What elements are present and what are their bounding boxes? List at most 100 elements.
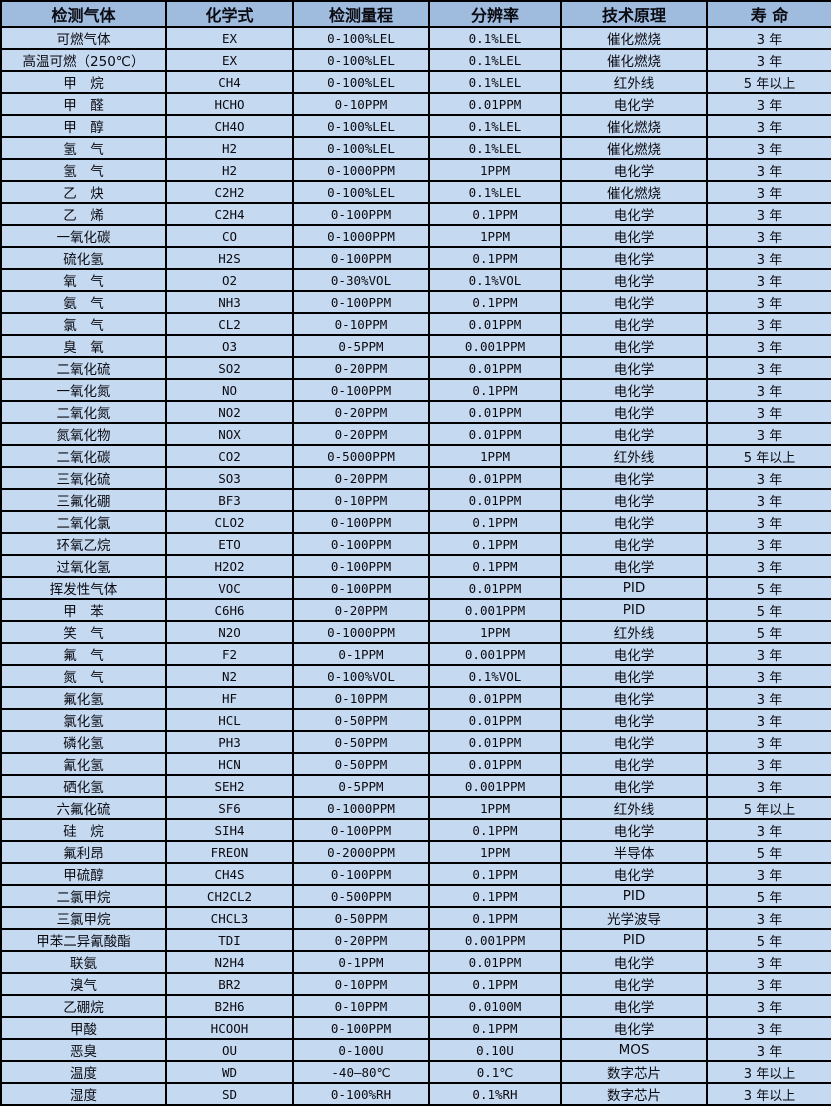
cell-gas: 氟 气 <box>0 642 167 666</box>
table-row: 氮氧化物 NOX 0-20PPM 0.01PPM 电化学 3 年 <box>0 422 831 446</box>
cell-lifespan: 3 年 <box>706 290 831 314</box>
cell-lifespan: 3 年 <box>706 224 831 248</box>
table-row: 笑 气 N2O 0-1000PPM 1PPM 红外线 5 年 <box>0 620 831 644</box>
cell-lifespan: 3 年 <box>706 554 831 578</box>
table-row: 氢 气 H2 0-1000PPM 1PPM 电化学 3 年 <box>0 158 831 182</box>
cell-principle: 电化学 <box>560 400 708 424</box>
cell-principle: 电化学 <box>560 686 708 710</box>
cell-principle: 电化学 <box>560 246 708 270</box>
cell-gas: 硫化氢 <box>0 246 167 270</box>
cell-resolution: 0.01PPM <box>428 708 562 732</box>
cell-gas: 氮氧化物 <box>0 422 167 446</box>
cell-formula: CH2CL2 <box>165 884 294 908</box>
cell-range: 0-1000PPM <box>292 224 430 248</box>
cell-principle: 催化燃烧 <box>560 136 708 160</box>
cell-formula: NOX <box>165 422 294 446</box>
cell-gas: 甲 烷 <box>0 70 167 94</box>
cell-lifespan: 3 年 <box>706 26 831 50</box>
cell-lifespan: 3 年 <box>706 664 831 688</box>
cell-resolution: 1PPM <box>428 620 562 644</box>
cell-principle: 红外线 <box>560 70 708 94</box>
cell-principle: 电化学 <box>560 422 708 446</box>
cell-resolution: 0.1%RH <box>428 1082 562 1106</box>
cell-gas: 乙 炔 <box>0 180 167 204</box>
cell-resolution: 1PPM <box>428 224 562 248</box>
cell-range: 0-2000PPM <box>292 840 430 864</box>
table-row: 溴气 BR2 0-10PPM 0.1PPM 电化学 3 年 <box>0 972 831 996</box>
cell-principle: 电化学 <box>560 862 708 886</box>
cell-gas: 氯 气 <box>0 312 167 336</box>
cell-lifespan: 3 年 <box>706 92 831 116</box>
cell-principle: 数字芯片 <box>560 1082 708 1106</box>
cell-range: 0-100PPM <box>292 1016 430 1040</box>
cell-formula: CO2 <box>165 444 294 468</box>
cell-formula: BF3 <box>165 488 294 512</box>
table-row: 氰化氢 HCN 0-50PPM 0.01PPM 电化学 3 年 <box>0 752 831 776</box>
cell-lifespan: 3 年 <box>706 268 831 292</box>
table-row: 高温可燃（250℃） EX 0-100%LEL 0.1%LEL 催化燃烧 3 年 <box>0 48 831 72</box>
cell-range: -40—80℃ <box>292 1060 430 1084</box>
cell-gas: 挥发性气体 <box>0 576 167 600</box>
cell-formula: CH4S <box>165 862 294 886</box>
cell-lifespan: 3 年 <box>706 532 831 556</box>
cell-formula: HCOOH <box>165 1016 294 1040</box>
cell-range: 0-100PPM <box>292 532 430 556</box>
table-row: 可燃气体 EX 0-100%LEL 0.1%LEL 催化燃烧 3 年 <box>0 26 831 50</box>
cell-principle: PID <box>560 884 708 908</box>
cell-lifespan: 5 年以上 <box>706 796 831 820</box>
table-row: 臭 氧 O3 0-5PPM 0.001PPM 电化学 3 年 <box>0 334 831 358</box>
cell-principle: 数字芯片 <box>560 1060 708 1084</box>
cell-lifespan: 3 年 <box>706 246 831 270</box>
cell-formula: N2H4 <box>165 950 294 974</box>
cell-range: 0-30%VOL <box>292 268 430 292</box>
cell-gas: 氟利昂 <box>0 840 167 864</box>
table-row: 二氧化硫 SO2 0-20PPM 0.01PPM 电化学 3 年 <box>0 356 831 380</box>
cell-formula: HCN <box>165 752 294 776</box>
cell-principle: 电化学 <box>560 708 708 732</box>
cell-principle: 电化学 <box>560 268 708 292</box>
cell-formula: SIH4 <box>165 818 294 842</box>
cell-range: 0-20PPM <box>292 422 430 446</box>
cell-gas: 甲 醇 <box>0 114 167 138</box>
cell-principle: PID <box>560 598 708 622</box>
cell-principle: 电化学 <box>560 202 708 226</box>
cell-range: 0-20PPM <box>292 356 430 380</box>
cell-gas: 二氯甲烷 <box>0 884 167 908</box>
cell-formula: SD <box>165 1082 294 1106</box>
cell-resolution: 0.1PPM <box>428 378 562 402</box>
cell-principle: 光学波导 <box>560 906 708 930</box>
cell-range: 0-5PPM <box>292 334 430 358</box>
cell-principle: 电化学 <box>560 642 708 666</box>
cell-formula: H2 <box>165 158 294 182</box>
cell-principle: 电化学 <box>560 730 708 754</box>
cell-principle: 电化学 <box>560 972 708 996</box>
cell-principle: 催化燃烧 <box>560 48 708 72</box>
cell-formula: CLO2 <box>165 510 294 534</box>
cell-range: 0-100PPM <box>292 554 430 578</box>
cell-resolution: 0.1%LEL <box>428 48 562 72</box>
cell-gas: 二氧化氮 <box>0 400 167 424</box>
cell-resolution: 0.1PPM <box>428 884 562 908</box>
table-row: 乙 炔 C2H2 0-100%LEL 0.1%LEL 催化燃烧 3 年 <box>0 180 831 204</box>
cell-resolution: 0.001PPM <box>428 928 562 952</box>
cell-principle: 电化学 <box>560 224 708 248</box>
cell-lifespan: 3 年 <box>706 48 831 72</box>
cell-resolution: 0.1%LEL <box>428 26 562 50</box>
cell-range: 0-50PPM <box>292 752 430 776</box>
table-row: 一氧化氮 NO 0-100PPM 0.1PPM 电化学 3 年 <box>0 378 831 402</box>
table-row: 一氧化碳 CO 0-1000PPM 1PPM 电化学 3 年 <box>0 224 831 248</box>
cell-principle: PID <box>560 576 708 600</box>
cell-principle: 电化学 <box>560 664 708 688</box>
cell-lifespan: 3 年 <box>706 378 831 402</box>
cell-principle: 电化学 <box>560 774 708 798</box>
cell-formula: N2 <box>165 664 294 688</box>
table-row: 氯 气 CL2 0-10PPM 0.01PPM 电化学 3 年 <box>0 312 831 336</box>
cell-gas: 环氧乙烷 <box>0 532 167 556</box>
cell-resolution: 0.1PPM <box>428 906 562 930</box>
cell-range: 0-100PPM <box>292 510 430 534</box>
cell-resolution: 0.001PPM <box>428 642 562 666</box>
cell-lifespan: 3 年 <box>706 312 831 336</box>
cell-range: 0-20PPM <box>292 466 430 490</box>
cell-formula: SO3 <box>165 466 294 490</box>
cell-gas: 甲 醛 <box>0 92 167 116</box>
